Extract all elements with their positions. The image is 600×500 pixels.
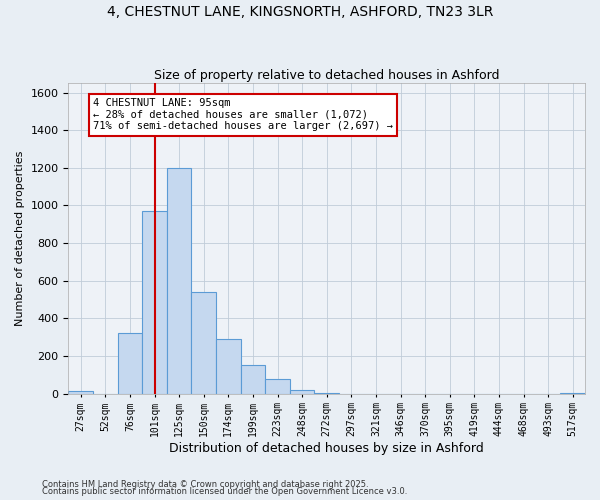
Bar	[118, 334, 142, 394]
Text: Contains HM Land Registry data © Crown copyright and database right 2025.: Contains HM Land Registry data © Crown c…	[42, 480, 368, 489]
Text: 4 CHESTNUT LANE: 95sqm
← 28% of detached houses are smaller (1,072)
71% of semi-: 4 CHESTNUT LANE: 95sqm ← 28% of detached…	[93, 98, 393, 132]
Bar	[142, 211, 167, 394]
Text: Contains public sector information licensed under the Open Government Licence v3: Contains public sector information licen…	[42, 487, 407, 496]
X-axis label: Distribution of detached houses by size in Ashford: Distribution of detached houses by size …	[169, 442, 484, 455]
Bar	[560, 392, 585, 394]
Bar	[68, 392, 93, 394]
Text: 4, CHESTNUT LANE, KINGSNORTH, ASHFORD, TN23 3LR: 4, CHESTNUT LANE, KINGSNORTH, ASHFORD, T…	[107, 5, 493, 19]
Bar	[265, 378, 290, 394]
Bar	[191, 292, 216, 394]
Title: Size of property relative to detached houses in Ashford: Size of property relative to detached ho…	[154, 69, 499, 82]
Y-axis label: Number of detached properties: Number of detached properties	[15, 150, 25, 326]
Bar	[314, 392, 339, 394]
Bar	[290, 390, 314, 394]
Bar	[167, 168, 191, 394]
Bar	[241, 366, 265, 394]
Bar	[216, 339, 241, 394]
